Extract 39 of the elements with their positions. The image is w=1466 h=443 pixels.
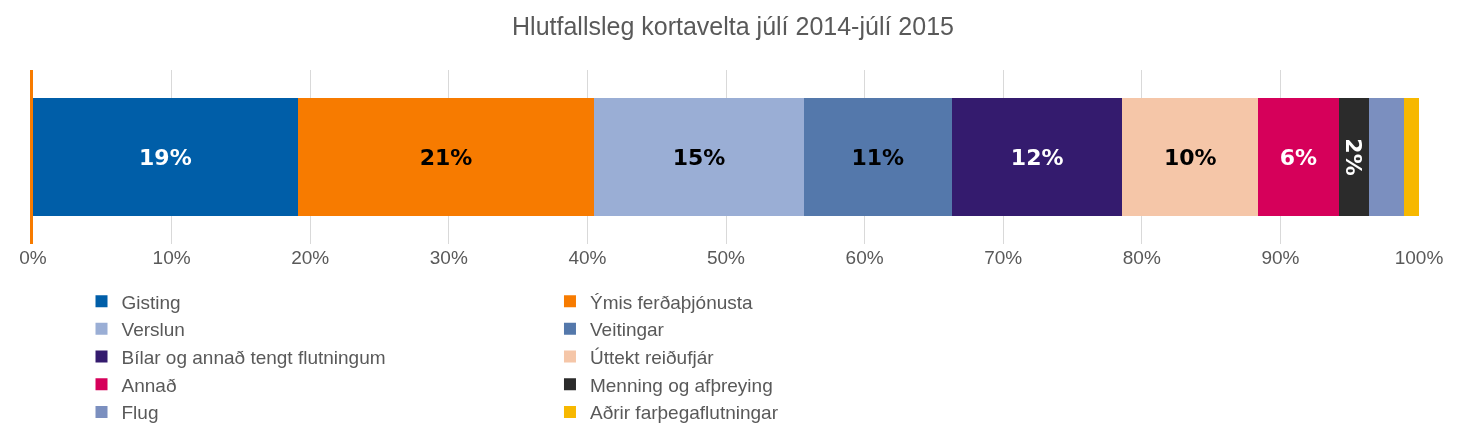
data-label: 19% (139, 144, 192, 170)
x-tick-label: 80% (1122, 247, 1161, 268)
data-label: 11% (851, 144, 905, 170)
x-tick-label: 90% (1261, 247, 1300, 268)
data-label: 10% (1163, 144, 1217, 170)
bar (1122, 97, 1259, 217)
x-tick-label: 30% (429, 247, 468, 268)
legend-label: Verslun (121, 319, 185, 341)
bar (1369, 97, 1404, 217)
legend-label: Aðrir farþegaflutningar (589, 402, 779, 424)
data-label: 6% (1279, 144, 1318, 170)
data-label: 21% (419, 144, 473, 170)
data-label: 15% (672, 144, 726, 170)
x-tick-label: 100% (1394, 247, 1444, 268)
x-tick-label: 70% (984, 247, 1023, 268)
x-tick-label: 60% (845, 247, 884, 268)
bar (1403, 97, 1419, 217)
legend-label: Ýmis ferðaþjónusta (589, 291, 754, 313)
legend-label: Flug (121, 402, 159, 424)
data-label: 12% (1010, 144, 1064, 170)
chart-title: Hlutfallsleg kortavelta júlí 2014-júlí 2015 (512, 12, 954, 41)
legend-label: Veitingar (589, 319, 665, 341)
x-tick-label: 40% (568, 247, 607, 268)
legend-label: Gisting (121, 291, 181, 313)
x-tick-label: 0% (19, 247, 47, 268)
x-tick-label: 20% (291, 247, 330, 268)
legend-label: Úttekt reiðufjár (589, 346, 715, 368)
bar (803, 97, 952, 217)
bar (1258, 97, 1339, 217)
bar (951, 97, 1123, 217)
bar (594, 97, 804, 217)
data-label: 2% (1341, 138, 1367, 176)
bar (33, 97, 298, 217)
legend-label: Bílar og annað tengt flutningum (121, 346, 386, 368)
legend-label: Menning og afþreying (589, 374, 773, 396)
bar (297, 97, 595, 217)
x-tick-label: 10% (152, 247, 191, 268)
x-tick-label: 50% (706, 247, 746, 268)
legend-label: Annað (121, 374, 177, 396)
